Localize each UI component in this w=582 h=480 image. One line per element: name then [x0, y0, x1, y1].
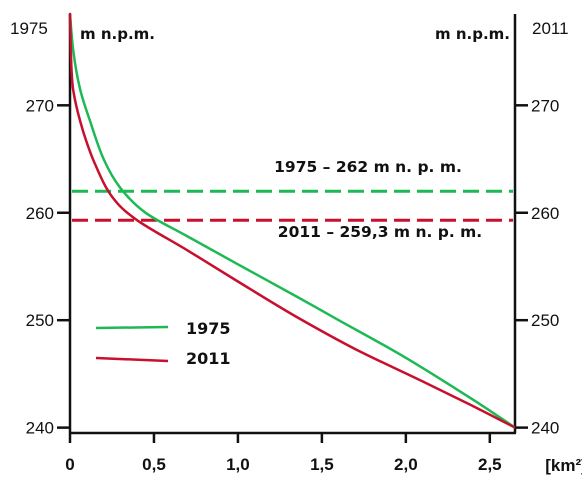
- annotations: 1975 – 262 m n. p. m. 2011 – 259,3 m n. …: [274, 158, 482, 241]
- annotation-1975: 1975 – 262 m n. p. m.: [274, 158, 462, 176]
- x-tick-label: 2,5: [478, 455, 502, 474]
- left-tick-label: 250: [26, 311, 54, 330]
- annotation-2011: 2011 – 259,3 m n. p. m.: [278, 223, 482, 241]
- legend-swatch-2011: [95, 356, 169, 363]
- left-axis-ticks: 240 250 260 270: [26, 96, 70, 438]
- x-tick-label: 0: [65, 455, 74, 474]
- right-axis-ticks: 240 250 260 270: [515, 96, 559, 438]
- left-tick-label: 270: [26, 96, 54, 115]
- x-tick-label: 0,5: [142, 455, 166, 474]
- left-tick-label: 260: [26, 204, 54, 223]
- right-tick-label: 270: [531, 96, 559, 115]
- legend: 1975 2011: [95, 319, 231, 368]
- legend-label-1975: 1975: [186, 319, 231, 338]
- x-axis-ticks: 0 0,5 1,0 1,5 2,0 2,5: [65, 433, 502, 474]
- left-unit-label: m n.p.m.: [80, 25, 155, 43]
- legend-label-2011: 2011: [186, 349, 231, 368]
- x-tick-label: 1,0: [226, 455, 250, 474]
- x-tick-label: 2,0: [394, 455, 418, 474]
- right-year-label: 2011: [532, 19, 569, 38]
- series-line-1975: [68, 12, 517, 429]
- series-line-2011: [68, 12, 517, 429]
- x-axis-unit-label: [km²]: [545, 456, 582, 475]
- series-lines: [68, 12, 517, 429]
- plot-frame: [68, 14, 517, 435]
- left-year-label: 1975: [10, 19, 48, 38]
- right-unit-label: m n.p.m.: [435, 25, 510, 43]
- x-tick-label: 1,5: [310, 455, 334, 474]
- legend-swatch-1975: [95, 325, 169, 330]
- reference-lines: [72, 189, 513, 222]
- right-tick-label: 260: [531, 204, 559, 223]
- axes-labels: 1975 2011 m n.p.m. m n.p.m. [km²]: [10, 19, 582, 475]
- right-tick-label: 240: [531, 419, 559, 438]
- left-tick-label: 240: [26, 419, 54, 438]
- right-tick-label: 250: [531, 311, 559, 330]
